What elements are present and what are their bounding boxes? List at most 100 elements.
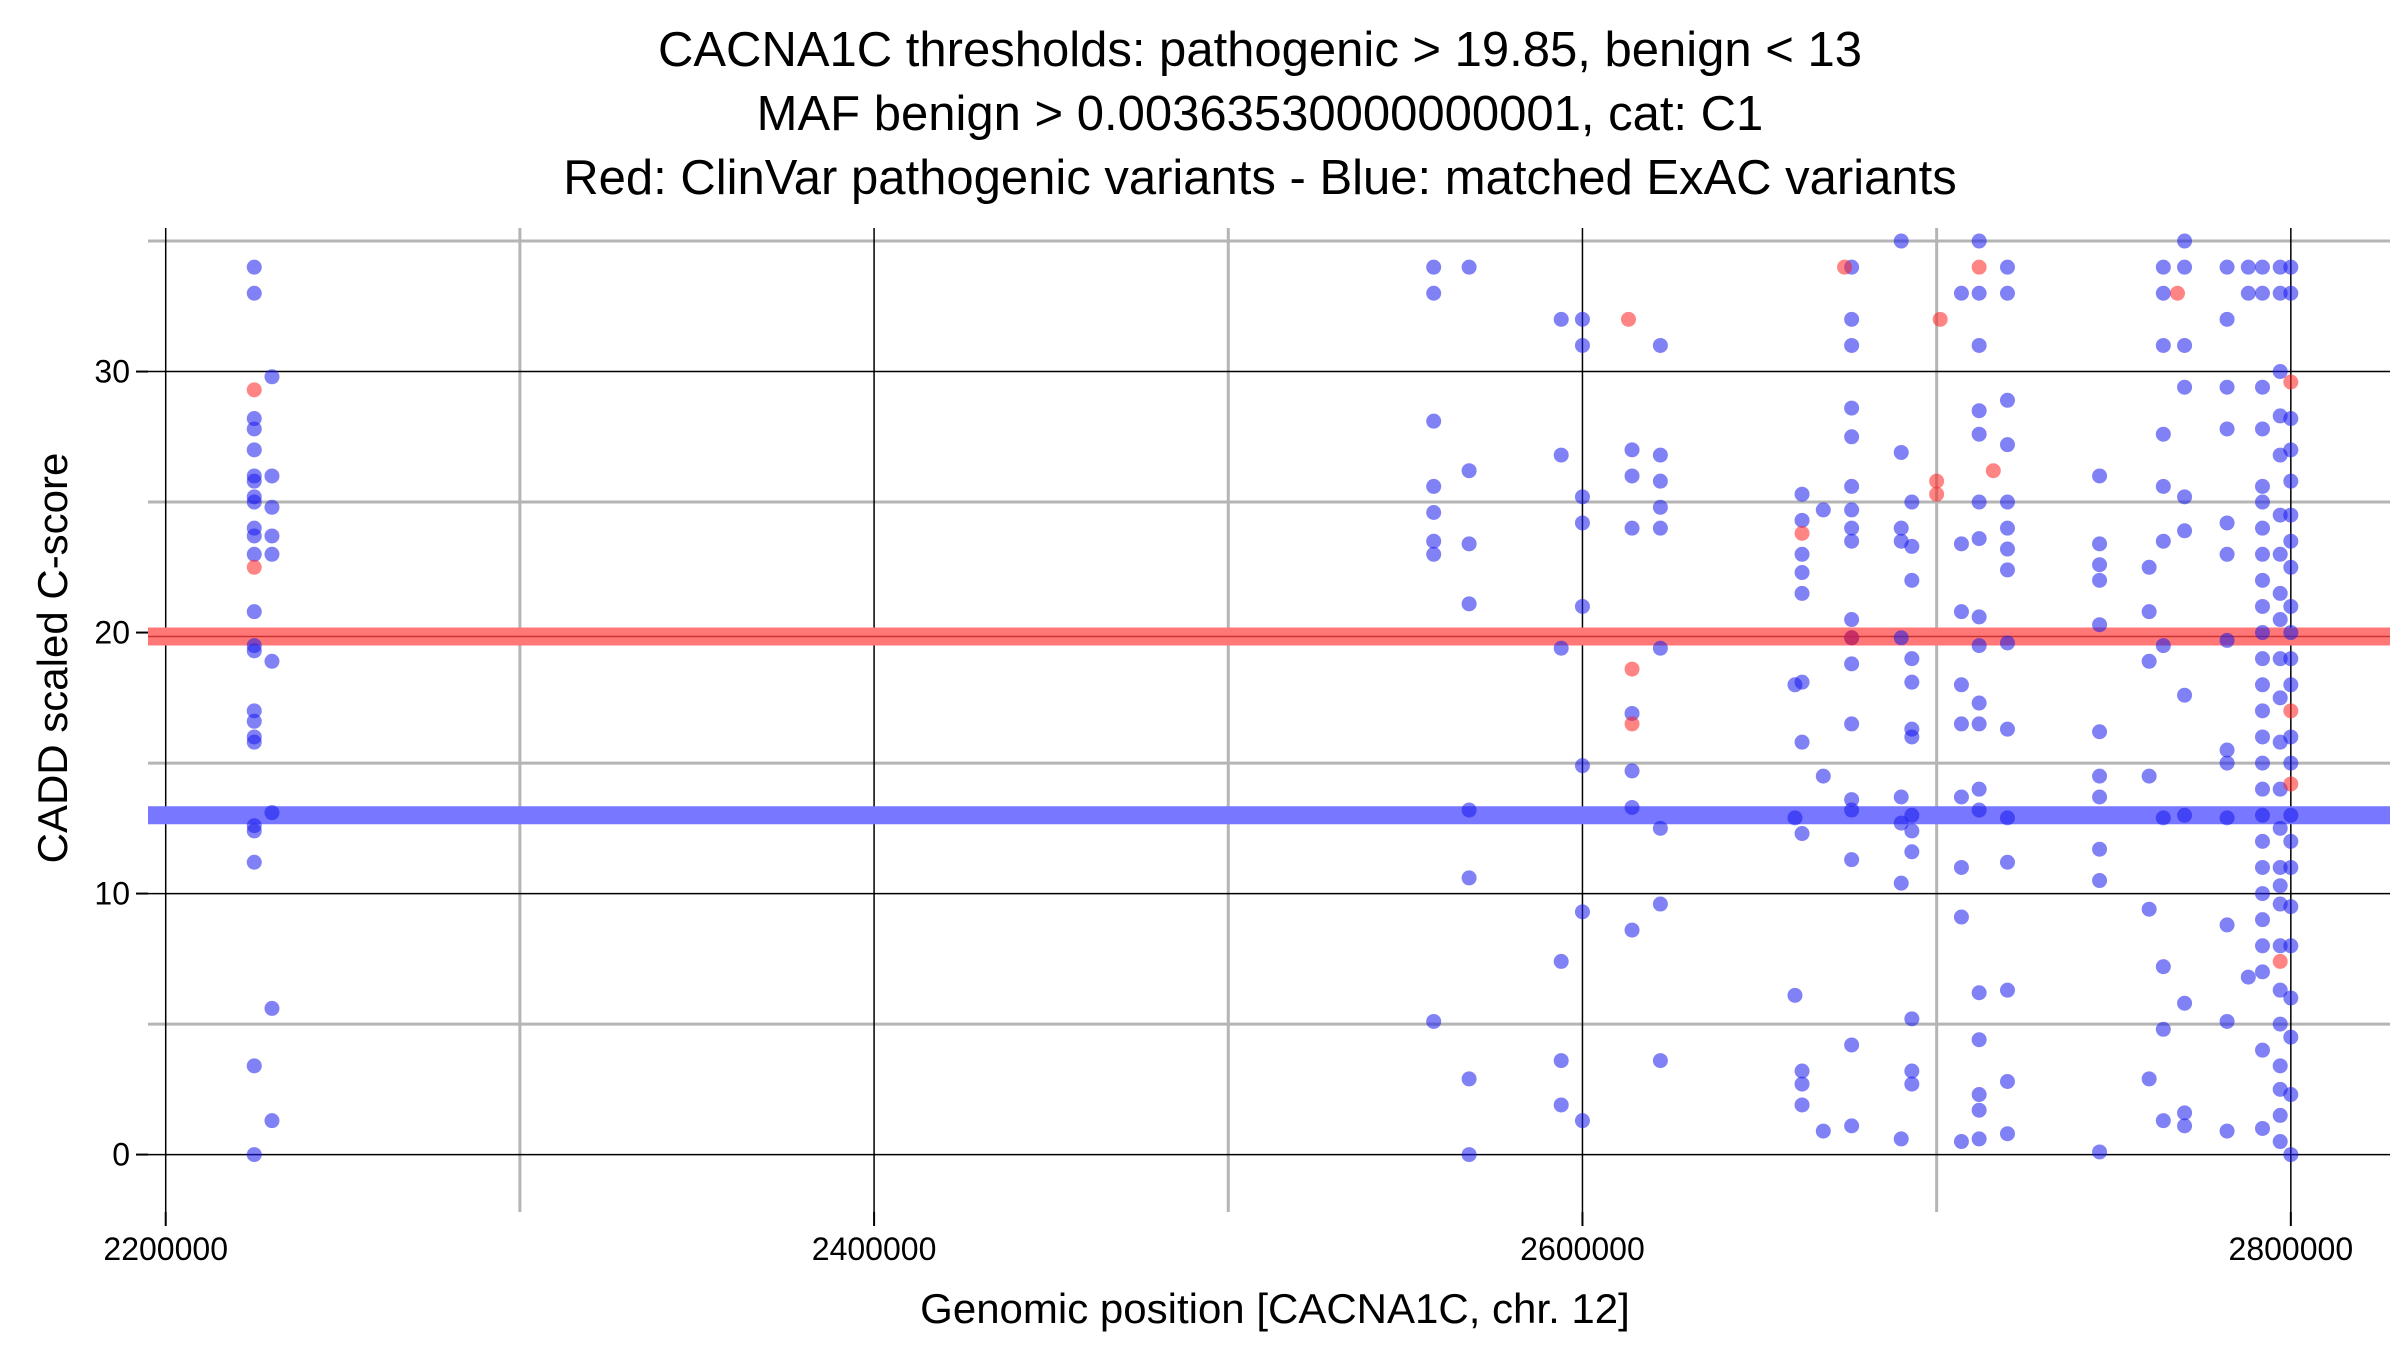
exac-point: [1999, 635, 2015, 651]
exac-point: [1574, 515, 1590, 531]
exac-point: [2155, 259, 2171, 275]
exac-point: [1652, 337, 1668, 353]
exac-point: [1971, 716, 1987, 732]
exac-point: [2219, 421, 2235, 437]
exac-point: [2283, 533, 2299, 549]
x-tick-label: 2200000: [103, 1231, 228, 1267]
exac-point: [1844, 502, 1860, 518]
exac-point: [2254, 677, 2270, 693]
exac-point: [1844, 520, 1860, 536]
exac-point: [1426, 285, 1442, 301]
exac-point: [246, 494, 262, 510]
exac-point: [2272, 859, 2288, 875]
exac-point: [2155, 426, 2171, 442]
exac-point: [1893, 789, 1909, 805]
exac-point: [264, 528, 280, 544]
exac-point: [246, 421, 262, 437]
exac-point: [1999, 810, 2015, 826]
exac-point: [2272, 546, 2288, 562]
exac-point: [2141, 559, 2157, 575]
exac-point: [2155, 1021, 2171, 1037]
x-tick-label: 2400000: [812, 1231, 937, 1267]
clinvar-point: [246, 382, 262, 398]
exac-point: [1794, 734, 1810, 750]
exac-point: [1904, 807, 1920, 823]
exac-point: [2254, 598, 2270, 614]
exac-point: [2272, 651, 2288, 667]
exac-point: [2219, 1123, 2235, 1139]
exac-point: [246, 546, 262, 562]
exac-point: [1553, 1053, 1569, 1069]
exac-point: [2092, 617, 2108, 633]
exac-point: [246, 285, 262, 301]
exac-point: [2272, 285, 2288, 301]
exac-point: [1574, 337, 1590, 353]
clinvar-point: [1985, 463, 2001, 479]
exac-point: [2272, 820, 2288, 836]
exac-point: [1652, 820, 1668, 836]
exac-point: [1794, 1063, 1810, 1079]
exac-point: [246, 643, 262, 659]
exac-point: [1904, 1076, 1920, 1092]
exac-point: [2092, 873, 2108, 889]
exac-point: [1971, 781, 1987, 797]
exac-point: [2283, 625, 2299, 641]
exac-point: [2254, 1120, 2270, 1136]
exac-point: [1844, 852, 1860, 868]
chart-title: CACNA1C thresholds: pathogenic > 19.85, …: [563, 23, 1957, 205]
exac-point: [1904, 651, 1920, 667]
exac-point: [264, 369, 280, 385]
exac-point: [1787, 810, 1803, 826]
exac-point: [246, 473, 262, 489]
x-tick-label: 2600000: [1520, 1231, 1645, 1267]
clinvar-point: [1620, 311, 1636, 327]
exac-point: [2254, 572, 2270, 588]
exac-point: [2254, 546, 2270, 562]
exac-point: [2283, 507, 2299, 523]
exac-point: [1844, 311, 1860, 327]
clinvar-point: [1932, 311, 1948, 327]
exac-point: [1999, 437, 2015, 453]
exac-point: [2177, 379, 2193, 395]
exac-point: [1574, 1113, 1590, 1129]
exac-point: [1844, 533, 1860, 549]
exac-point: [2283, 259, 2299, 275]
exac-point: [2283, 1029, 2299, 1045]
x-tick-label: 2800000: [2229, 1231, 2354, 1267]
exac-point: [2272, 982, 2288, 998]
exac-point: [2283, 729, 2299, 745]
exac-point: [1652, 896, 1668, 912]
exac-point: [1461, 1071, 1477, 1087]
exac-point: [1971, 638, 1987, 654]
exac-point: [1999, 541, 2015, 557]
exac-point: [1624, 763, 1640, 779]
exac-point: [1953, 716, 1969, 732]
exac-point: [1904, 729, 1920, 745]
exac-point: [1553, 447, 1569, 463]
exac-point: [1971, 426, 1987, 442]
exac-point: [1574, 598, 1590, 614]
exac-point: [1815, 768, 1831, 784]
exac-point: [2254, 651, 2270, 667]
exac-point: [2272, 690, 2288, 706]
exac-point: [2177, 233, 2193, 249]
exac-point: [2141, 901, 2157, 917]
exac-point: [2254, 494, 2270, 510]
exac-point: [2219, 742, 2235, 758]
exac-point: [2283, 1087, 2299, 1103]
exac-point: [1904, 1011, 1920, 1027]
exac-point: [264, 1113, 280, 1129]
y-tick-label: 30: [94, 354, 130, 390]
exac-point: [2254, 807, 2270, 823]
exac-point: [1652, 499, 1668, 515]
exac-point: [1624, 442, 1640, 458]
exac-point: [2219, 379, 2235, 395]
exac-point: [2092, 724, 2108, 740]
clinvar-point: [1837, 259, 1853, 275]
exac-point: [1999, 982, 2015, 998]
exac-point: [1971, 695, 1987, 711]
exac-point: [1953, 285, 1969, 301]
exac-point: [2283, 755, 2299, 771]
exac-point: [2219, 632, 2235, 648]
exac-point: [2155, 285, 2171, 301]
